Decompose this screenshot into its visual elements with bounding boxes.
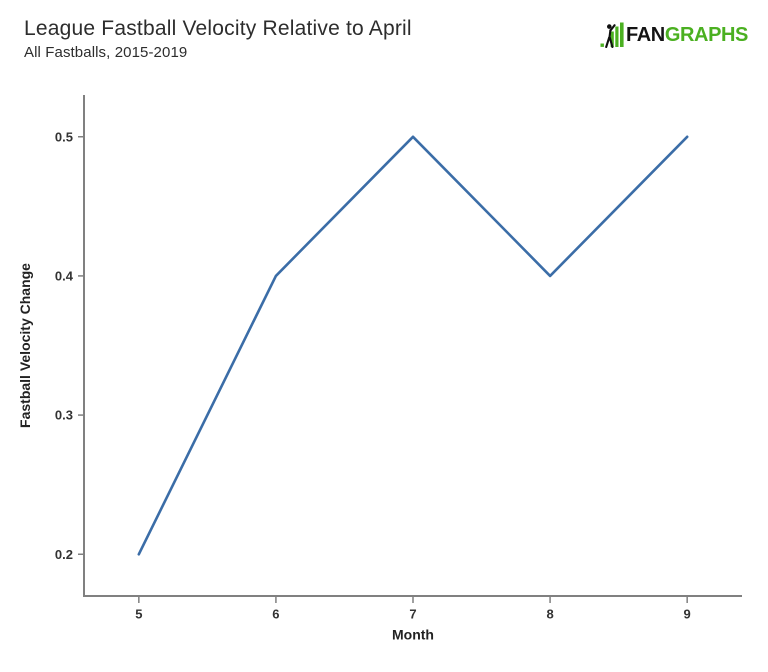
x-tick-label: 6 [272,607,279,622]
x-tick-label: 5 [135,607,142,622]
fangraphs-logo: FANGRAPHS [600,22,748,48]
y-tick-label: 0.3 [55,408,73,423]
x-tick-label: 9 [684,607,691,622]
fangraphs-wordmark: FANGRAPHS [626,25,748,45]
fangraphs-batter-icon [600,22,624,48]
y-tick-label: 0.4 [55,268,74,283]
logo-graphs-text: GRAPHS [664,24,749,46]
chart-header: League Fastball Velocity Relative to Apr… [24,17,748,61]
chart-title: League Fastball Velocity Relative to Apr… [24,17,412,40]
velocity-line-series [137,135,689,556]
y-axis-title: Fastball Velocity Change [17,263,33,428]
logo-fan-text: FAN [626,24,665,46]
x-tick-label: 8 [546,607,553,622]
x-axis-title: Month [392,626,434,642]
chart-subtitle: All Fastballs, 2015-2019 [24,44,188,62]
x-tick-label: 7 [409,607,416,622]
title-block: League Fastball Velocity Relative to Apr… [24,17,412,61]
y-tick-label: 0.5 [55,129,73,144]
y-tick-label: 0.2 [55,547,73,562]
